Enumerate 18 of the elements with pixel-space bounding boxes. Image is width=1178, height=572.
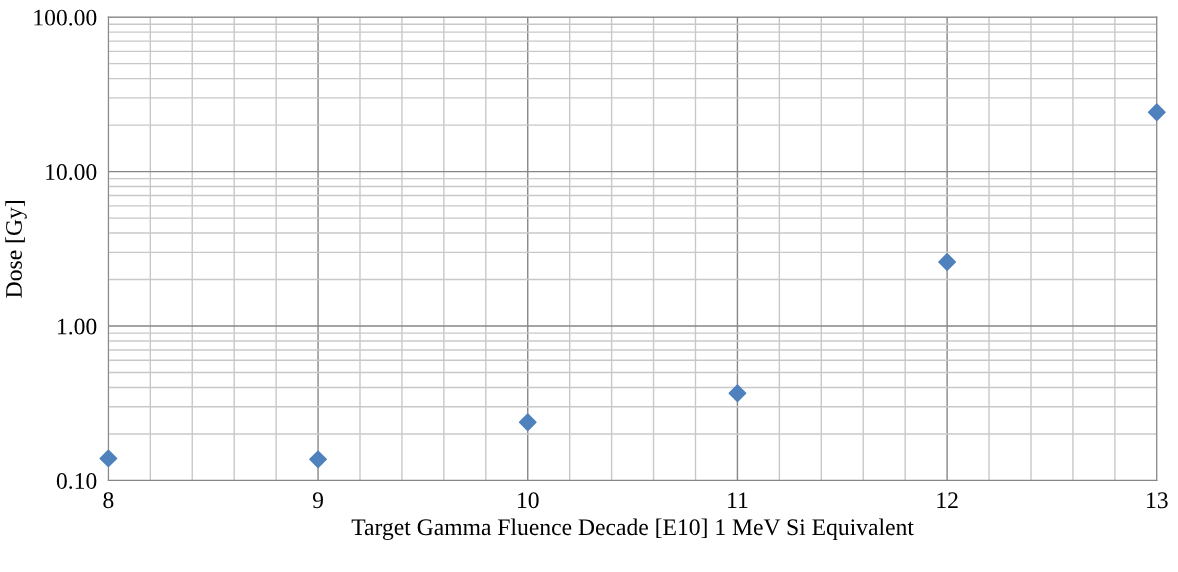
- point: [309, 450, 327, 469]
- y-tick-label: 0.10: [56, 472, 97, 490]
- x-tick-label: 10: [518, 492, 539, 509]
- point: [99, 449, 118, 468]
- x-tick-label: 12: [937, 492, 958, 508]
- y-tick-label: 100.00: [34, 9, 97, 26]
- x-tick-label: 11: [728, 492, 748, 508]
- x-tick-label: 9: [312, 492, 323, 509]
- x-axis-title: Target Gamma Fluence Decade [E10] 1 MeV Si Equivalent: [351, 518, 914, 541]
- y-axis-title: Dose [Gy]: [5, 201, 27, 298]
- x-tick-label: 8: [103, 492, 114, 509]
- point: [938, 253, 957, 271]
- point: [1147, 103, 1166, 122]
- y-tick-label: 1.00: [58, 318, 97, 335]
- point: [518, 413, 537, 432]
- x-tick-label: 13: [1147, 492, 1168, 509]
- point: [728, 384, 747, 403]
- y-tick-label: 10.00: [46, 164, 97, 181]
